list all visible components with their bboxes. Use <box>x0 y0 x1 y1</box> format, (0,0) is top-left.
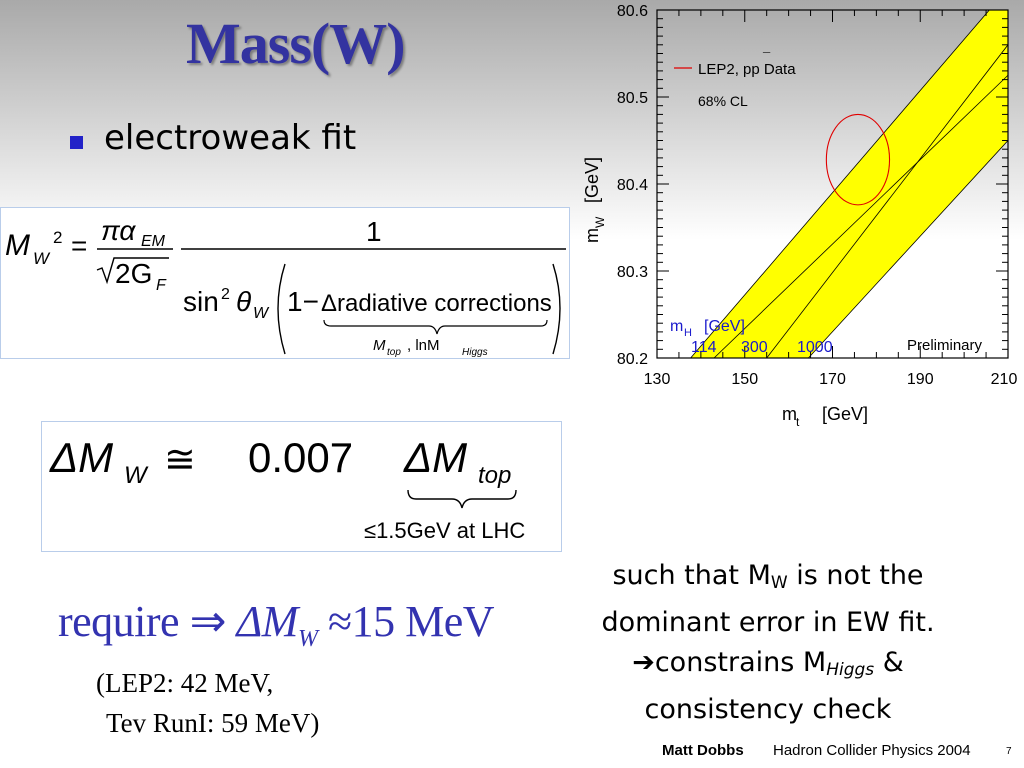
require-word: require <box>58 597 180 646</box>
x-axis-label-unit: [GeV] <box>822 404 868 424</box>
y-axis-label: m <box>582 228 602 243</box>
eq2-lhs-sub: W <box>124 462 149 489</box>
require-dm-sub: W <box>297 625 318 652</box>
require-value: 15 MeV <box>351 597 495 646</box>
eq1-under-2: , lnM <box>407 337 440 354</box>
eq2-rhs: ΔM <box>403 434 467 481</box>
eq1-under-sub-2: Higgs <box>462 347 488 358</box>
bullet-marker <box>70 136 83 149</box>
legend-cl: 68% CL <box>698 93 748 109</box>
eq1-den: 2G <box>115 258 152 289</box>
band-line-mh-300 <box>766 44 1008 358</box>
statement-line-2: dominant error in EW fit. <box>601 607 935 638</box>
lep2-ppbar-ellipse <box>825 113 891 206</box>
x-tick-label: 210 <box>991 371 1018 388</box>
eq1-under-1: M <box>373 337 386 354</box>
x-tick-label: 130 <box>644 371 671 388</box>
x-axis-label: m <box>782 404 797 424</box>
mh-value-1000: 1000 <box>797 339 833 356</box>
mh-label-sub: H <box>684 327 692 339</box>
eq2-coef: 0.007 <box>248 434 353 481</box>
mh-label-unit: [GeV] <box>704 318 745 335</box>
require-arrow: ⇒ <box>189 597 227 646</box>
equation-dmw-box: ΔM W ≅ 0.007 ΔM top ≤1.5GeV at LHC <box>41 421 562 552</box>
statement-line-4: consistency check <box>644 694 892 725</box>
preliminary-label: Preliminary <box>907 337 983 354</box>
x-axis-label-sub: t <box>796 415 800 429</box>
eq2-lhs: ΔM <box>49 434 113 481</box>
x-tick-label: 150 <box>731 371 758 388</box>
lep2-note-line-2: Tev RunI: 59 MeV) <box>106 708 320 738</box>
eq1-one: 1 <box>366 216 382 247</box>
lep2-note-line-1: (LEP2: 42 MeV, <box>96 668 274 698</box>
legend-entry: LEP2, pp Data <box>698 61 796 78</box>
bullet-text: electroweak fit <box>104 118 357 158</box>
statement-line-3: ➔constrains MHiggs & <box>632 647 904 680</box>
require-dm: ΔM <box>236 597 298 646</box>
footer-author: Matt Dobbs <box>662 742 744 759</box>
y-axis-label-sub: W <box>593 216 607 228</box>
y-tick-label: 80.6 <box>617 3 648 20</box>
footer-conference: Hadron Collider Physics 2004 <box>773 742 971 759</box>
eq1-sin: sin <box>183 286 219 317</box>
eq1-under-sub-1: top <box>387 347 401 358</box>
equation-mw: M W 2 = πα EM 2G F 1 sin 2 θ W 1− Δradia… <box>5 215 566 358</box>
require-equation: require ⇒ ΔMW ≈15 MeV <box>58 596 495 653</box>
eq1-num-pi: πα <box>101 215 136 246</box>
slide-title: Mass(W) <box>186 11 406 76</box>
y-tick-label: 80.4 <box>617 177 648 194</box>
svg-text:M: M <box>5 229 30 262</box>
eq1-lhs-sub: W <box>33 249 51 268</box>
equation-dmw: ΔM W ≅ 0.007 ΔM top ≤1.5GeV at LHC <box>49 434 525 543</box>
mh-label: m <box>670 318 683 335</box>
eq1-sin-sup: 2 <box>221 286 230 303</box>
conclusion-statement: such that MW is not the dominant error i… <box>558 556 978 730</box>
y-tick-label: 80.2 <box>617 351 648 368</box>
eq1-lhs-sup: 2 <box>53 228 62 247</box>
eq1-lhs-m: M <box>5 229 30 262</box>
eq1-den-sub: F <box>156 277 167 294</box>
band-line-mh-114 <box>713 74 1008 358</box>
svg-text:=: = <box>71 230 87 261</box>
x-tick-label: 190 <box>907 371 934 388</box>
y-tick-label: 80.3 <box>617 264 648 281</box>
x-tick-label: 170 <box>819 371 846 388</box>
yellow-band <box>690 10 1008 358</box>
eq1-bracket-one: 1− <box>287 286 319 317</box>
y-axis-label-unit: [GeV] <box>582 157 602 203</box>
eq1-theta: θ <box>236 286 251 317</box>
eq1-num-sub: EM <box>141 233 166 250</box>
mh-value-114: 114 <box>691 339 717 356</box>
y-tick-label: 80.5 <box>617 90 648 107</box>
eq2-under: ≤1.5GeV at LHC <box>364 518 525 543</box>
plot-frame <box>656 9 1009 359</box>
eq1-theta-sub: W <box>253 305 270 322</box>
footer-page-number: 7 <box>1006 746 1012 757</box>
equation-mw-box: M W 2 = πα EM 2G F 1 sin 2 θ W 1− Δradia… <box>0 207 570 359</box>
legend-entry-bar: ¯ <box>762 50 771 65</box>
mh-value-300: 300 <box>741 339 768 356</box>
eq1-delta-text: Δradiative corrections <box>321 290 552 317</box>
require-approx: ≈ <box>327 597 352 646</box>
statement-line-1: such that MW is not the <box>612 560 924 593</box>
eq2-approx: ≅ <box>164 439 196 481</box>
eq2-rhs-sub: top <box>478 462 511 489</box>
